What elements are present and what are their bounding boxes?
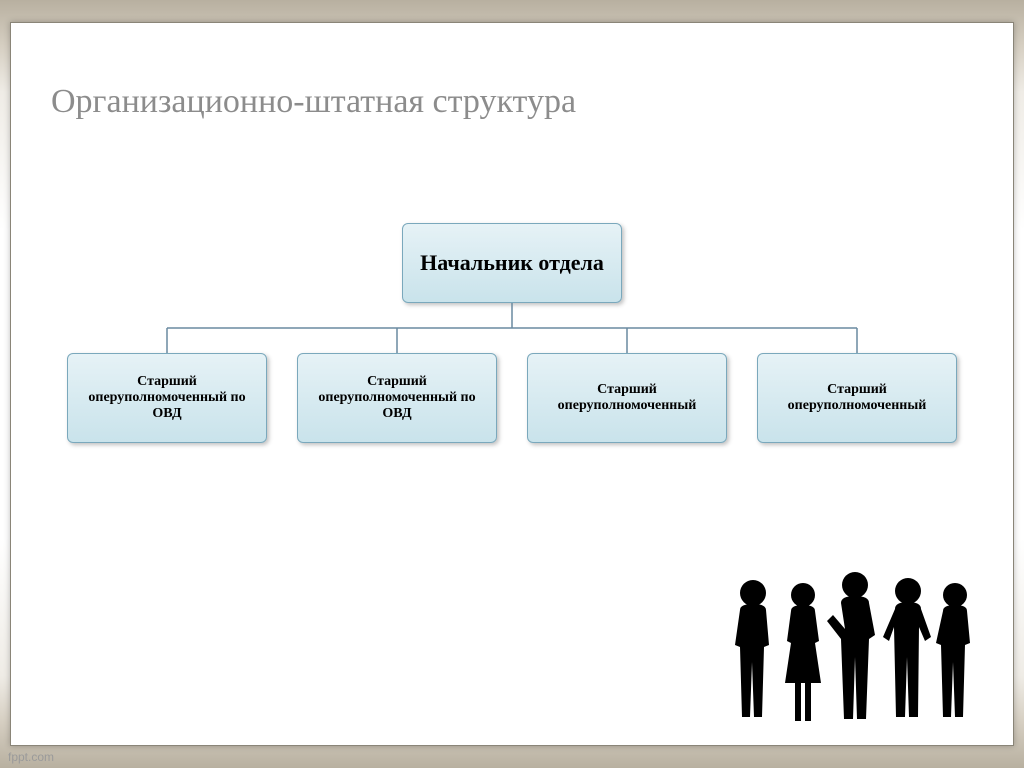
people-silhouette-decoration: [723, 555, 983, 725]
watermark-text: fppt.com: [8, 750, 54, 764]
org-chart: Начальник отдела Старший оперуполномочен…: [51, 223, 973, 443]
org-chart-child-node: Старший оперуполномоченный: [757, 353, 957, 443]
slide-canvas: Организационно-штатная структура Начальн…: [10, 22, 1014, 746]
org-chart-children-row: Старший оперуполномоченный по ОВД Старший…: [51, 353, 973, 443]
org-chart-child-node: Старший оперуполномоченный по ОВД: [67, 353, 267, 443]
org-chart-child-node: Старший оперуполномоченный: [527, 353, 727, 443]
slide: Организационно-штатная структура Начальн…: [0, 0, 1024, 768]
org-chart-root-node: Начальник отдела: [402, 223, 622, 303]
people-silhouette-icon: [723, 555, 983, 725]
org-chart-connectors: [51, 303, 973, 353]
org-chart-root-row: Начальник отдела: [51, 223, 973, 303]
slide-title: Организационно-штатная структура: [51, 83, 576, 121]
org-chart-child-node: Старший оперуполномоченный по ОВД: [297, 353, 497, 443]
